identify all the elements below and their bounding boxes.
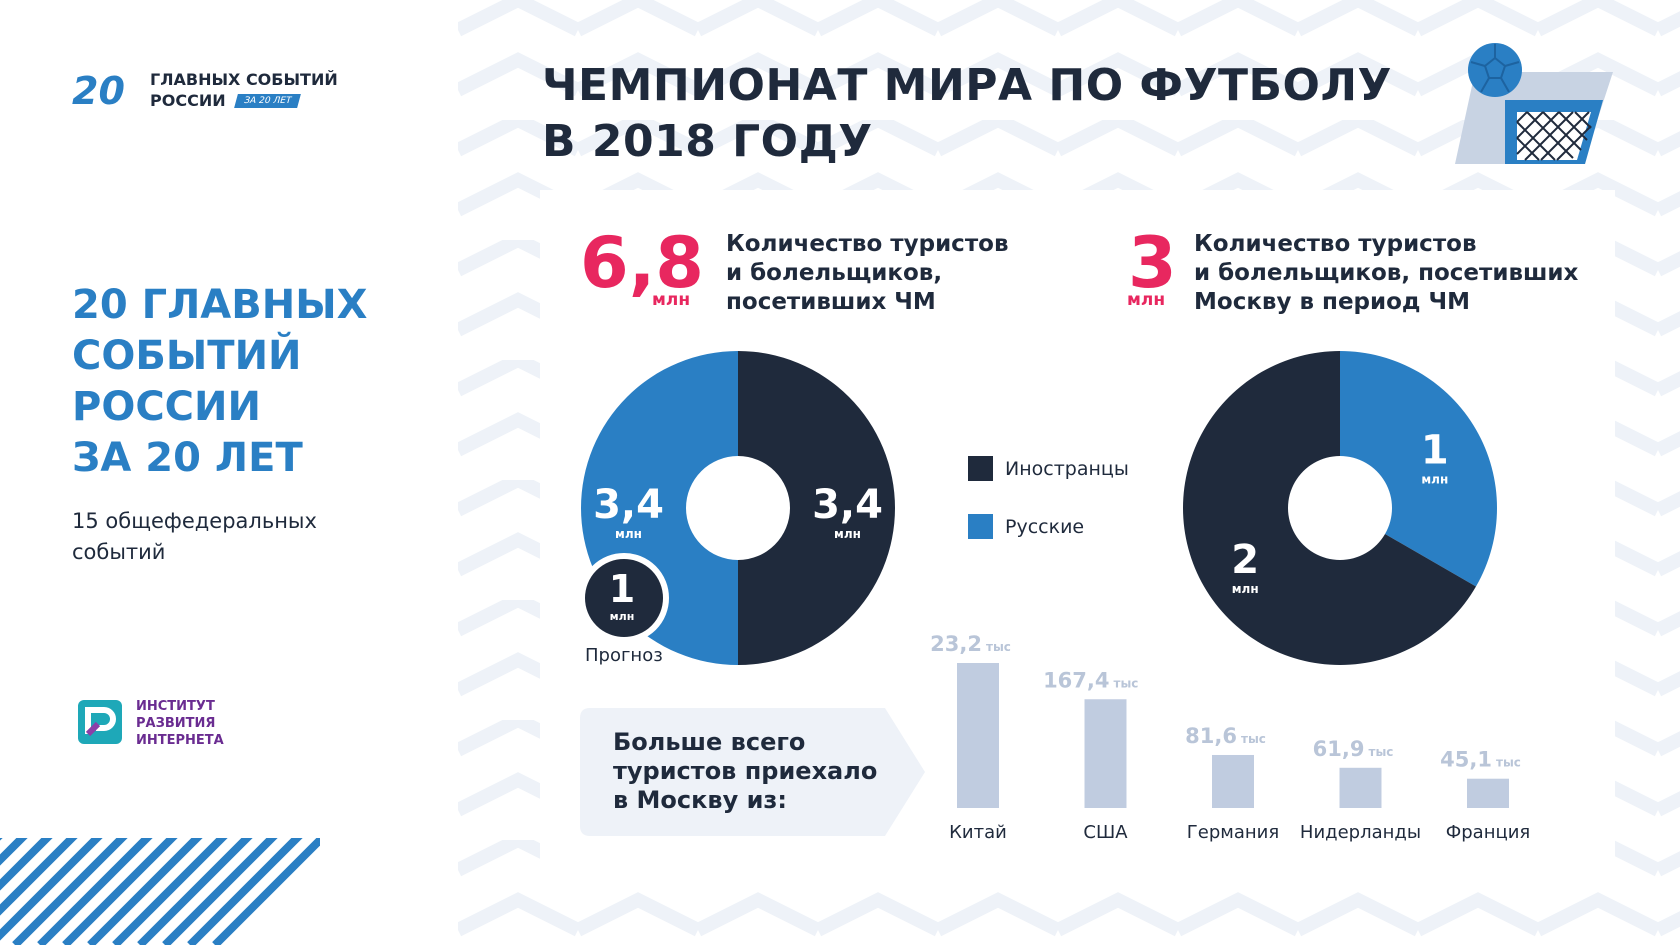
bar-unit-label: тыс <box>1114 676 1139 690</box>
forecast-badge: 1 млн <box>579 553 669 643</box>
slice-unit-label: млн <box>1421 472 1448 486</box>
bar <box>1467 778 1509 808</box>
stat-desc-line: Количество туристов <box>1194 231 1477 257</box>
logo-badge: ЗА 20 ЛЕТ <box>234 94 301 108</box>
svg-text:20: 20 <box>72 70 125 110</box>
legend-swatch <box>968 456 993 481</box>
bar-value-label: 81,6 <box>1185 724 1237 748</box>
stat-total-unit: млн <box>652 290 691 310</box>
forecast-unit: млн <box>610 610 635 623</box>
logo-20-icon: 20 <box>72 70 125 110</box>
bar-category-label: Германия <box>1187 822 1279 843</box>
bar-value-label: 223,2 <box>930 632 982 656</box>
bar-chart-countries: 223,2 тыс Китай 167,4 тыс США 81,6 тыс Германия 6… <box>930 632 1531 843</box>
slice-value-label: 3,4 <box>593 482 664 528</box>
bar-unit-label: тыс <box>986 640 1011 654</box>
institute-line: ИНСТИТУТ <box>136 699 215 714</box>
sidebar-title-line: ЗА 20 ЛЕТ <box>72 435 303 481</box>
stat-desc-line: и болельщиков, <box>726 260 943 286</box>
decorative-stripes <box>0 838 320 945</box>
institute-line: ИНТЕРНЕТА <box>136 733 224 748</box>
slice-value-label: 3,4 <box>812 482 883 528</box>
stat-moscow-description: Количество туристов и болельщиков, посет… <box>1194 230 1578 317</box>
stat-desc-line: и болельщиков, посетивших <box>1194 260 1579 286</box>
legend-label: Русские <box>1005 515 1085 538</box>
sidebar-title: 20 ГЛАВНЫХ СОБЫТИЙ РОССИИ ЗА 20 ЛЕТ <box>72 280 368 484</box>
institute-line: РАЗВИТИЯ <box>136 716 216 731</box>
callout-line: в Москву из: <box>613 786 787 814</box>
legend-item-foreigners: Иностранцы <box>968 456 1129 481</box>
bar <box>1084 699 1127 808</box>
slice-unit-label: млн <box>834 527 861 541</box>
football-goal-icon <box>1455 43 1613 164</box>
bar <box>1339 767 1382 808</box>
callout-text: Больше всего туристов приехало в Москву … <box>613 728 877 815</box>
legend-label: Иностранцы <box>1005 457 1129 480</box>
slice-value-label: 1 <box>1421 427 1449 473</box>
page-title-line: ЧЕМПИОНАТ МИРА ПО ФУТБОЛУ <box>542 60 1392 111</box>
bar-value-label: 61,9 <box>1313 737 1365 761</box>
institute-name: ИНСТИТУТ РАЗВИТИЯ ИНТЕРНЕТА <box>136 698 224 749</box>
page-title-line: В 2018 ГОДУ <box>542 116 873 167</box>
sidebar-title-line: СОБЫТИЙ <box>72 333 302 379</box>
legend-item-russians: Русские <box>968 514 1084 539</box>
bar-value-label: 45,1 <box>1440 748 1492 772</box>
forecast-label: Прогноз <box>585 645 663 666</box>
logo-line1: ГЛАВНЫХ СОБЫТИЙ <box>150 70 338 89</box>
bar <box>1212 754 1254 808</box>
sidebar-title-line: РОССИИ <box>72 384 261 430</box>
slice-unit-label: млн <box>1232 582 1259 596</box>
bar <box>957 663 999 808</box>
slice-unit-label: млн <box>615 527 642 541</box>
bar-value-label: 167,4 <box>1043 668 1109 692</box>
bar-category-label: Нидерланды <box>1300 822 1421 843</box>
bar-category-label: США <box>1083 822 1128 843</box>
stat-moscow-value: 3 <box>1128 222 1177 304</box>
bar-category-label: Франция <box>1446 822 1531 843</box>
stat-desc-line: Количество туристов <box>726 231 1009 257</box>
callout-box <box>580 708 925 836</box>
bar-unit-label: тыс <box>1369 745 1394 759</box>
callout-line: туристов приехало <box>613 757 878 785</box>
forecast-value: 1 <box>609 567 635 611</box>
pie-slice <box>738 351 895 665</box>
pie-slice <box>1183 351 1476 665</box>
bar-unit-label: тыс <box>1496 756 1521 770</box>
institute-logo-icon <box>78 700 122 744</box>
callout-line: Больше всего <box>613 728 806 756</box>
pie-slice <box>1340 351 1497 587</box>
bar-unit-label: тыс <box>1241 732 1266 746</box>
page-title: ЧЕМПИОНАТ МИРА ПО ФУТБОЛУ В 2018 ГОДУ <box>542 58 1392 170</box>
stat-total-description: Количество туристов и болельщиков, посет… <box>726 230 1009 317</box>
bar-category-label: Китай <box>949 822 1007 843</box>
stat-desc-line: Москву в период ЧМ <box>1194 289 1470 315</box>
sidebar-subtitle: 15 общефедеральных событий <box>72 509 317 564</box>
legend-swatch <box>968 514 993 539</box>
stat-desc-line: посетивших ЧМ <box>726 289 936 315</box>
stat-total-value: 6,8 <box>580 222 705 304</box>
stat-moscow-unit: млн <box>1127 290 1166 310</box>
slice-value-label: 2 <box>1231 537 1259 583</box>
logo-line2: РОССИИ <box>150 91 226 110</box>
sidebar-title-line: 20 ГЛАВНЫХ <box>72 282 368 328</box>
